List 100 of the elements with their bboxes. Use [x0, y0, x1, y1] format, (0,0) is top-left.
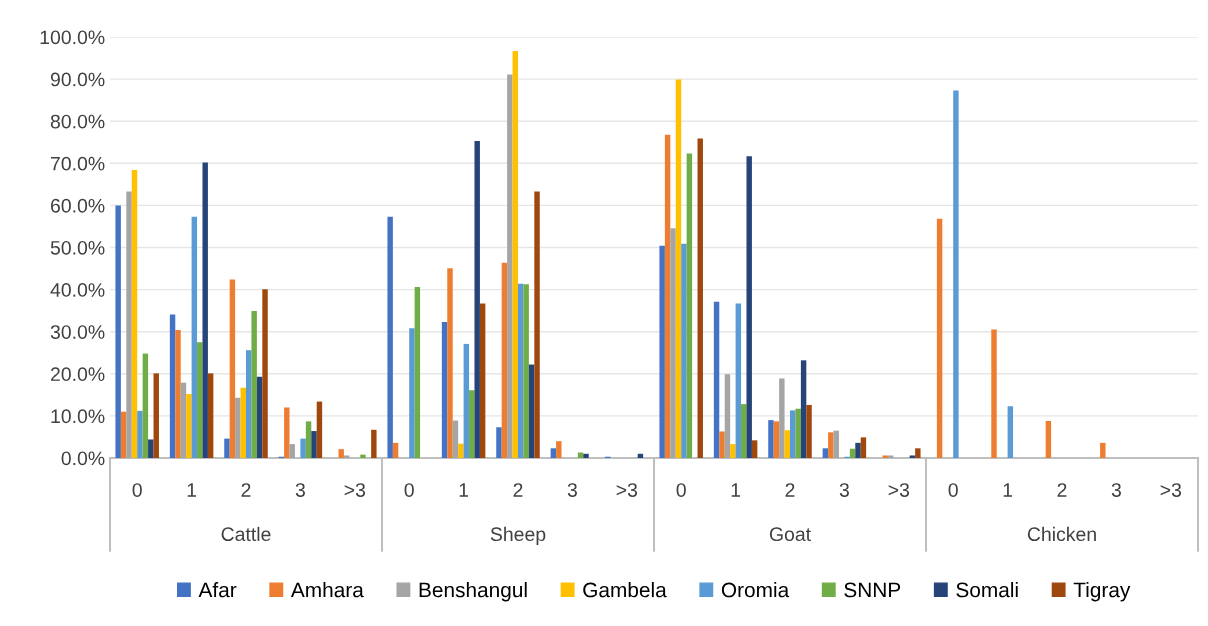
- x-tick-label: 3: [839, 483, 849, 497]
- bar: [414, 287, 421, 458]
- legend-label: Oromia: [721, 582, 790, 598]
- bar: [1045, 420, 1052, 458]
- x-tick-label: >3: [616, 483, 638, 497]
- bar: [697, 138, 703, 458]
- y-tick-label: 40.0%: [50, 283, 105, 297]
- bar: [806, 404, 812, 458]
- legend-label: Tigray: [1073, 582, 1131, 602]
- text: Sheep: [490, 526, 546, 545]
- bar: [909, 455, 916, 458]
- bar: [469, 390, 475, 458]
- bar: [338, 449, 344, 458]
- bar: [120, 411, 127, 458]
- bar: [153, 373, 159, 458]
- bar: [224, 438, 230, 458]
- bar: [790, 410, 796, 458]
- bar: [784, 430, 790, 458]
- bar: [534, 191, 540, 458]
- bar: [583, 453, 589, 458]
- bar: [142, 353, 149, 458]
- bar: [681, 243, 687, 458]
- bar: [289, 444, 295, 458]
- bar: [953, 90, 959, 458]
- bar: [458, 443, 464, 458]
- bar: [822, 448, 829, 458]
- y-tick-label: 10.0%: [51, 409, 105, 424]
- bar: [441, 322, 448, 458]
- bar: [882, 455, 888, 458]
- y-tick-label: 100.0%: [40, 30, 105, 45]
- bar: [1007, 406, 1014, 458]
- bar: [115, 205, 121, 458]
- y-tick-label: 20.0%: [50, 367, 105, 382]
- bar: [360, 454, 366, 458]
- bar: [724, 374, 731, 458]
- bar: [719, 431, 725, 458]
- bar: [795, 408, 801, 458]
- bar: [779, 378, 785, 458]
- x-tick-label: 2: [1057, 483, 1067, 497]
- bar: [713, 301, 720, 458]
- bar: [991, 329, 997, 458]
- x-tick-label: 1: [1003, 483, 1013, 497]
- bar: [186, 394, 192, 458]
- bar: [148, 439, 154, 458]
- bar: [311, 431, 317, 458]
- y-tick-label: 80.0%: [50, 114, 105, 129]
- x-tick-label: 3: [295, 483, 305, 497]
- text: Goat: [769, 527, 811, 542]
- bar: [175, 330, 181, 458]
- bar: [479, 303, 486, 458]
- bar: [452, 420, 459, 458]
- bar: [409, 328, 415, 458]
- bar: [860, 437, 867, 458]
- bar: [202, 162, 208, 458]
- bar: [887, 455, 894, 458]
- bar: [915, 448, 921, 458]
- bar: [343, 455, 350, 458]
- bar: [463, 343, 470, 458]
- bar: [768, 420, 774, 458]
- x-tick-label: >3: [1160, 483, 1182, 497]
- y-tick-label: 0.0%: [61, 451, 105, 466]
- legend-label: Afar: [198, 582, 237, 598]
- bar: [849, 448, 856, 458]
- bar: [730, 444, 736, 458]
- bar: [180, 382, 187, 458]
- bar: [305, 421, 312, 458]
- bar: [137, 410, 143, 458]
- y-tick-label: 50.0%: [50, 240, 105, 255]
- bar: [670, 228, 676, 458]
- bar: [251, 311, 257, 458]
- x-tick-label: >3: [344, 483, 366, 497]
- bar: [746, 156, 752, 458]
- bar: [523, 284, 529, 458]
- y-tick-label: 60.0%: [51, 198, 105, 213]
- bar: [284, 407, 290, 458]
- bar: [556, 441, 562, 458]
- legend-label: Gambela: [583, 582, 667, 598]
- bar: [207, 373, 214, 458]
- bar: [828, 432, 834, 458]
- x-tick-label: 3: [1111, 483, 1121, 497]
- x-tick-label: 2: [513, 483, 523, 497]
- bar: [735, 303, 742, 458]
- x-tick-label: 2: [241, 483, 251, 497]
- x-tick-label: 1: [731, 483, 741, 497]
- bar: [316, 401, 323, 458]
- bar: [800, 360, 807, 458]
- x-tick-label: 0: [676, 483, 686, 497]
- bar: [501, 262, 508, 458]
- bar: [507, 74, 513, 458]
- x-tick-label: 1: [187, 483, 197, 497]
- legend-label: Amhara: [290, 582, 364, 598]
- bar: [664, 134, 671, 458]
- bar: [675, 79, 682, 458]
- bar: [550, 448, 557, 458]
- bar: [496, 427, 502, 458]
- bar: [392, 442, 399, 458]
- x-tick-label: 0: [404, 483, 414, 497]
- bar: [474, 140, 480, 458]
- bar: [229, 279, 236, 458]
- y-tick-label: 90.0%: [50, 72, 105, 87]
